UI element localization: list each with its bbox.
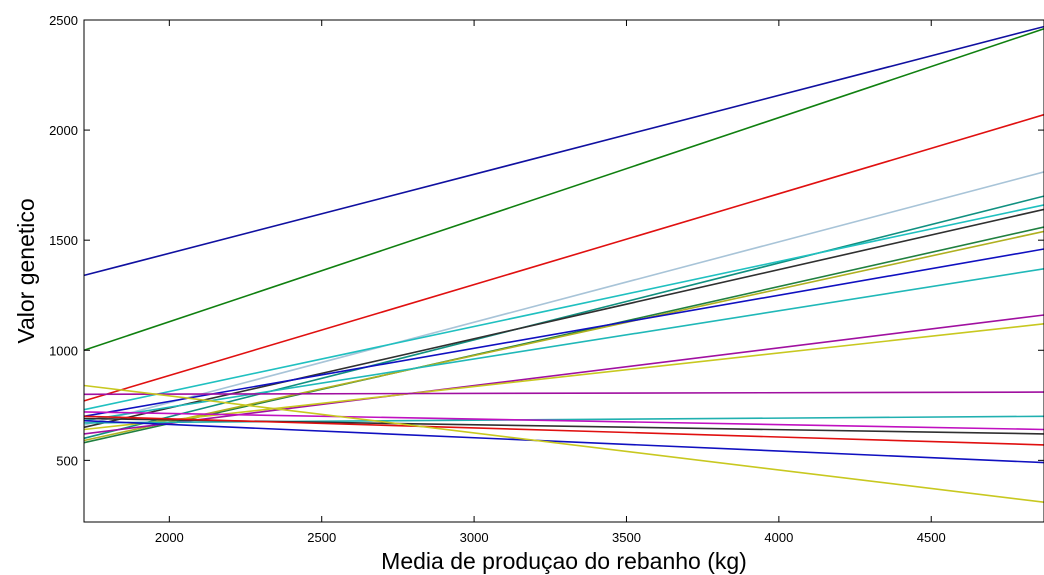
series-line-20 <box>83 384 1044 503</box>
x-tick-label: 4000 <box>764 530 793 545</box>
series-line-2 <box>83 28 1044 352</box>
series-line-4 <box>83 171 1044 426</box>
plot-frame <box>83 19 1044 523</box>
y-tick-label: 1500 <box>49 233 78 248</box>
series-line-7 <box>83 208 1044 429</box>
y-tick-label: 2500 <box>49 13 78 28</box>
series-line-3 <box>83 113 1044 402</box>
x-tick-label: 3500 <box>612 530 641 545</box>
y-tick-label: 1000 <box>49 343 78 358</box>
x-tick-label: 2500 <box>307 530 336 545</box>
y-tick-label: 500 <box>56 453 78 468</box>
series-line-5 <box>83 195 1044 440</box>
series-lines <box>83 25 1044 503</box>
series-line-16 <box>83 411 1044 431</box>
series-line-18 <box>83 415 1044 446</box>
series-line-10 <box>83 248 1044 418</box>
x-tick-label: 4500 <box>917 530 946 545</box>
y-tick-label: 2000 <box>49 123 78 138</box>
axes: 2000 2500 3000 3500 4000 4500 500 1000 1500 2000 2… <box>49 13 1044 545</box>
y-axis-title: Valor genetico <box>13 198 39 343</box>
x-tick-label: 2000 <box>155 530 184 545</box>
series-line-6 <box>83 204 1044 411</box>
series-line-11 <box>83 268 1044 422</box>
series-line-14 <box>83 391 1044 396</box>
series-line-19 <box>83 419 1044 464</box>
x-axis-title: Media de produçao do rebanho (kg) <box>381 548 747 574</box>
series-line-13 <box>83 323 1044 431</box>
x-tick-label: 3000 <box>460 530 489 545</box>
series-line-8 <box>83 226 1044 444</box>
series-line-1 <box>83 25 1044 277</box>
plot-area <box>84 20 1044 522</box>
